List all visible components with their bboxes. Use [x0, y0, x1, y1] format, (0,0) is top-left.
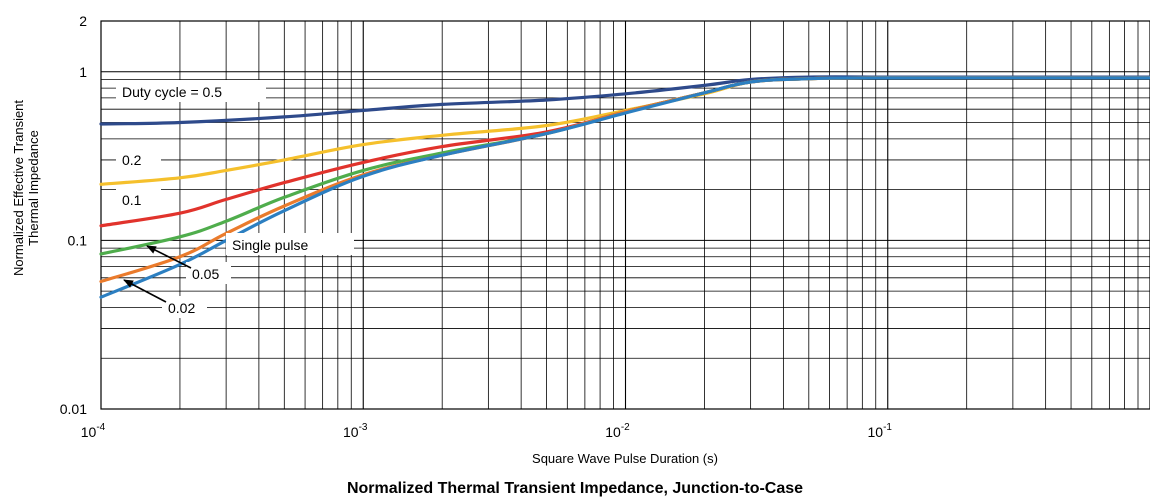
x-tick-exponent: -1: [883, 422, 892, 433]
arrow-duty-0.02: [123, 279, 167, 303]
x-tick-label: 10-2: [605, 422, 630, 440]
y-axis-label: Normalized Effective Transient Thermal I…: [11, 58, 41, 318]
label-duty-0.1-bg: [116, 188, 161, 210]
x-tick-base: 10: [868, 424, 884, 440]
arrow-duty-0.05: [146, 245, 192, 269]
label-duty-0.02-text: 0.02: [168, 300, 195, 316]
label-single-pulse: Single pulse: [226, 233, 354, 255]
y-tick-label: 1: [79, 64, 87, 80]
y-axis-label-line-1: Normalized Effective Transient: [11, 99, 26, 277]
label-duty-0.05: 0.05: [186, 262, 231, 284]
label-single-pulse-text: Single pulse: [232, 237, 308, 253]
label-duty-0.2-text: 0.2: [122, 152, 142, 168]
label-duty-0.2-bg: [116, 148, 161, 170]
label-duty-0.5-bg: [116, 80, 266, 102]
label-duty-0.02: 0.02: [162, 296, 207, 318]
y-tick-label: 2: [79, 13, 87, 29]
chart-title: Normalized Thermal Transient Impedance, …: [346, 480, 804, 497]
y-tick-label: 0.1: [68, 232, 88, 248]
x-tick-base: 10: [343, 424, 359, 440]
x-axis-label: Square Wave Pulse Duration (s): [532, 451, 718, 466]
x-tick-label: 10-1: [868, 422, 893, 440]
label-single-pulse-bg: [226, 233, 354, 255]
label-duty-0.1: 0.1: [116, 188, 161, 210]
x-tick-exponent: -4: [96, 422, 105, 433]
label-duty-0.1-text: 0.1: [122, 192, 142, 208]
annotations: Duty cycle = 0.5 0.2 0.1 Single pulse 0.05 0.…: [116, 80, 354, 318]
x-tick-label: 10-3: [343, 422, 368, 440]
x-tick-exponent: -3: [359, 422, 368, 433]
x-tick-base: 10: [81, 424, 97, 440]
label-duty-0.05-bg: [186, 262, 231, 284]
x-tick-exponent: -2: [621, 422, 630, 433]
label-duty-0.5-text: Duty cycle = 0.5: [122, 84, 222, 100]
x-tick-label: 10-4: [81, 422, 106, 440]
x-tick-base: 10: [605, 424, 621, 440]
label-duty-0.2: 0.2: [116, 148, 161, 170]
label-duty-0.02-bg: [162, 296, 207, 318]
label-duty-0.5: Duty cycle = 0.5: [116, 80, 266, 102]
label-duty-0.05-text: 0.05: [192, 266, 219, 282]
y-axis-label-line-2: Thermal Impedance: [26, 130, 41, 246]
y-tick-label: 0.01: [60, 401, 87, 417]
